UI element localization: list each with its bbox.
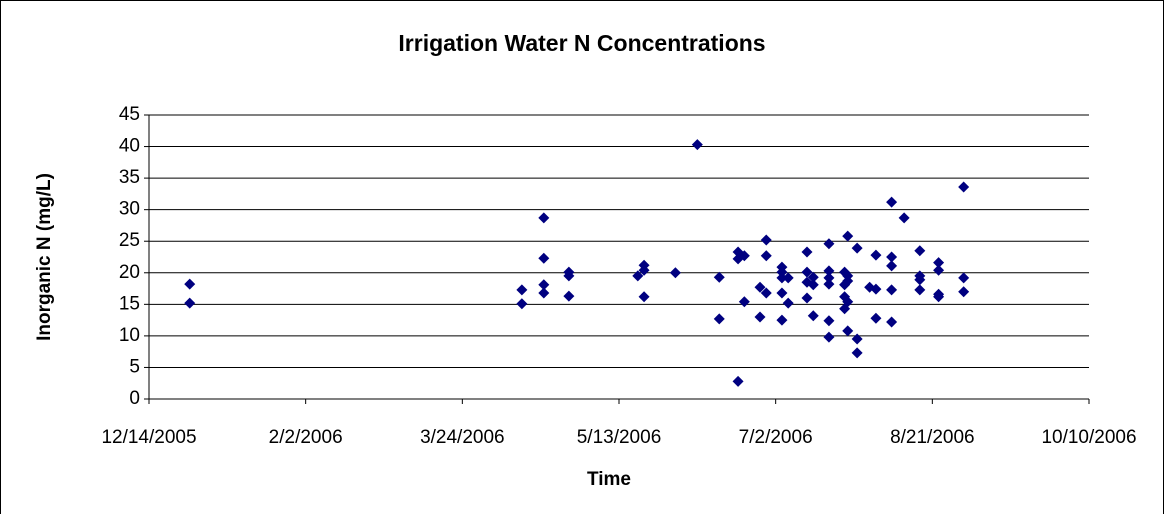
y-tick-label: 45 xyxy=(119,104,140,125)
point xyxy=(823,265,835,277)
point xyxy=(886,251,898,263)
point xyxy=(538,252,550,264)
point xyxy=(754,311,766,323)
point xyxy=(886,196,898,208)
point xyxy=(886,260,898,272)
point xyxy=(933,264,945,276)
x-tick-label: 5/13/2006 xyxy=(577,427,662,448)
y-tick-label: 0 xyxy=(129,388,140,409)
point xyxy=(842,296,854,308)
point xyxy=(638,264,650,276)
point xyxy=(782,297,794,309)
x-tick-label: 2/2/2006 xyxy=(269,427,343,448)
point xyxy=(823,272,835,284)
point xyxy=(184,297,196,309)
point xyxy=(776,287,788,299)
point xyxy=(738,296,750,308)
point xyxy=(823,315,835,327)
y-tick-label: 25 xyxy=(119,230,140,251)
x-tick-label: 8/21/2006 xyxy=(890,427,975,448)
point xyxy=(632,270,644,282)
point xyxy=(870,312,882,324)
point xyxy=(898,212,910,224)
y-tick-label: 30 xyxy=(119,199,140,220)
y-tick-label: 15 xyxy=(119,293,140,314)
point xyxy=(801,246,813,258)
x-tick-label: 7/2/2006 xyxy=(739,427,813,448)
point xyxy=(760,287,772,299)
point xyxy=(732,375,744,387)
point xyxy=(870,249,882,261)
point xyxy=(563,270,575,282)
y-tick-label: 35 xyxy=(119,167,140,188)
point xyxy=(823,278,835,290)
point xyxy=(516,298,528,310)
y-tick-label: 10 xyxy=(119,325,140,346)
point xyxy=(538,212,550,224)
point xyxy=(801,292,813,304)
point xyxy=(713,271,725,283)
point xyxy=(738,250,750,262)
point xyxy=(776,314,788,326)
point xyxy=(842,275,854,287)
point xyxy=(842,230,854,242)
point xyxy=(669,267,681,279)
point xyxy=(851,347,863,359)
point xyxy=(538,279,550,291)
point xyxy=(638,291,650,303)
point xyxy=(807,310,819,322)
point xyxy=(842,325,854,337)
point xyxy=(851,333,863,345)
x-axis-label: Time xyxy=(587,469,631,490)
point xyxy=(801,266,813,278)
point xyxy=(713,313,725,325)
point xyxy=(914,274,926,286)
point xyxy=(958,181,970,193)
x-tick-label: 12/14/2005 xyxy=(101,427,196,448)
point xyxy=(563,290,575,302)
point xyxy=(933,291,945,303)
x-tick-label: 10/10/2006 xyxy=(1041,427,1136,448)
point xyxy=(886,316,898,328)
point xyxy=(886,284,898,296)
y-tick-label: 5 xyxy=(129,356,140,377)
y-tick-label: 20 xyxy=(119,262,140,283)
point xyxy=(823,238,835,250)
point xyxy=(184,278,196,290)
point xyxy=(760,250,772,262)
point xyxy=(914,245,926,257)
point xyxy=(933,257,945,269)
point xyxy=(776,272,788,284)
point xyxy=(516,284,528,296)
point xyxy=(691,139,703,151)
x-tick-label: 3/24/2006 xyxy=(420,427,505,448)
point xyxy=(782,272,794,284)
point xyxy=(958,272,970,284)
point xyxy=(760,234,772,246)
y-axis-label: Inorganic N (mg/L) xyxy=(34,173,55,341)
y-tick-label: 40 xyxy=(119,136,140,157)
point xyxy=(823,331,835,343)
point xyxy=(807,271,819,283)
point xyxy=(914,284,926,296)
chart-title: Irrigation Water N Concentrations xyxy=(398,30,765,56)
plot-area xyxy=(149,115,1089,399)
point xyxy=(958,286,970,298)
point xyxy=(870,283,882,295)
point xyxy=(851,242,863,254)
point xyxy=(776,266,788,278)
point xyxy=(807,279,819,291)
point xyxy=(754,281,766,293)
point xyxy=(538,287,550,299)
